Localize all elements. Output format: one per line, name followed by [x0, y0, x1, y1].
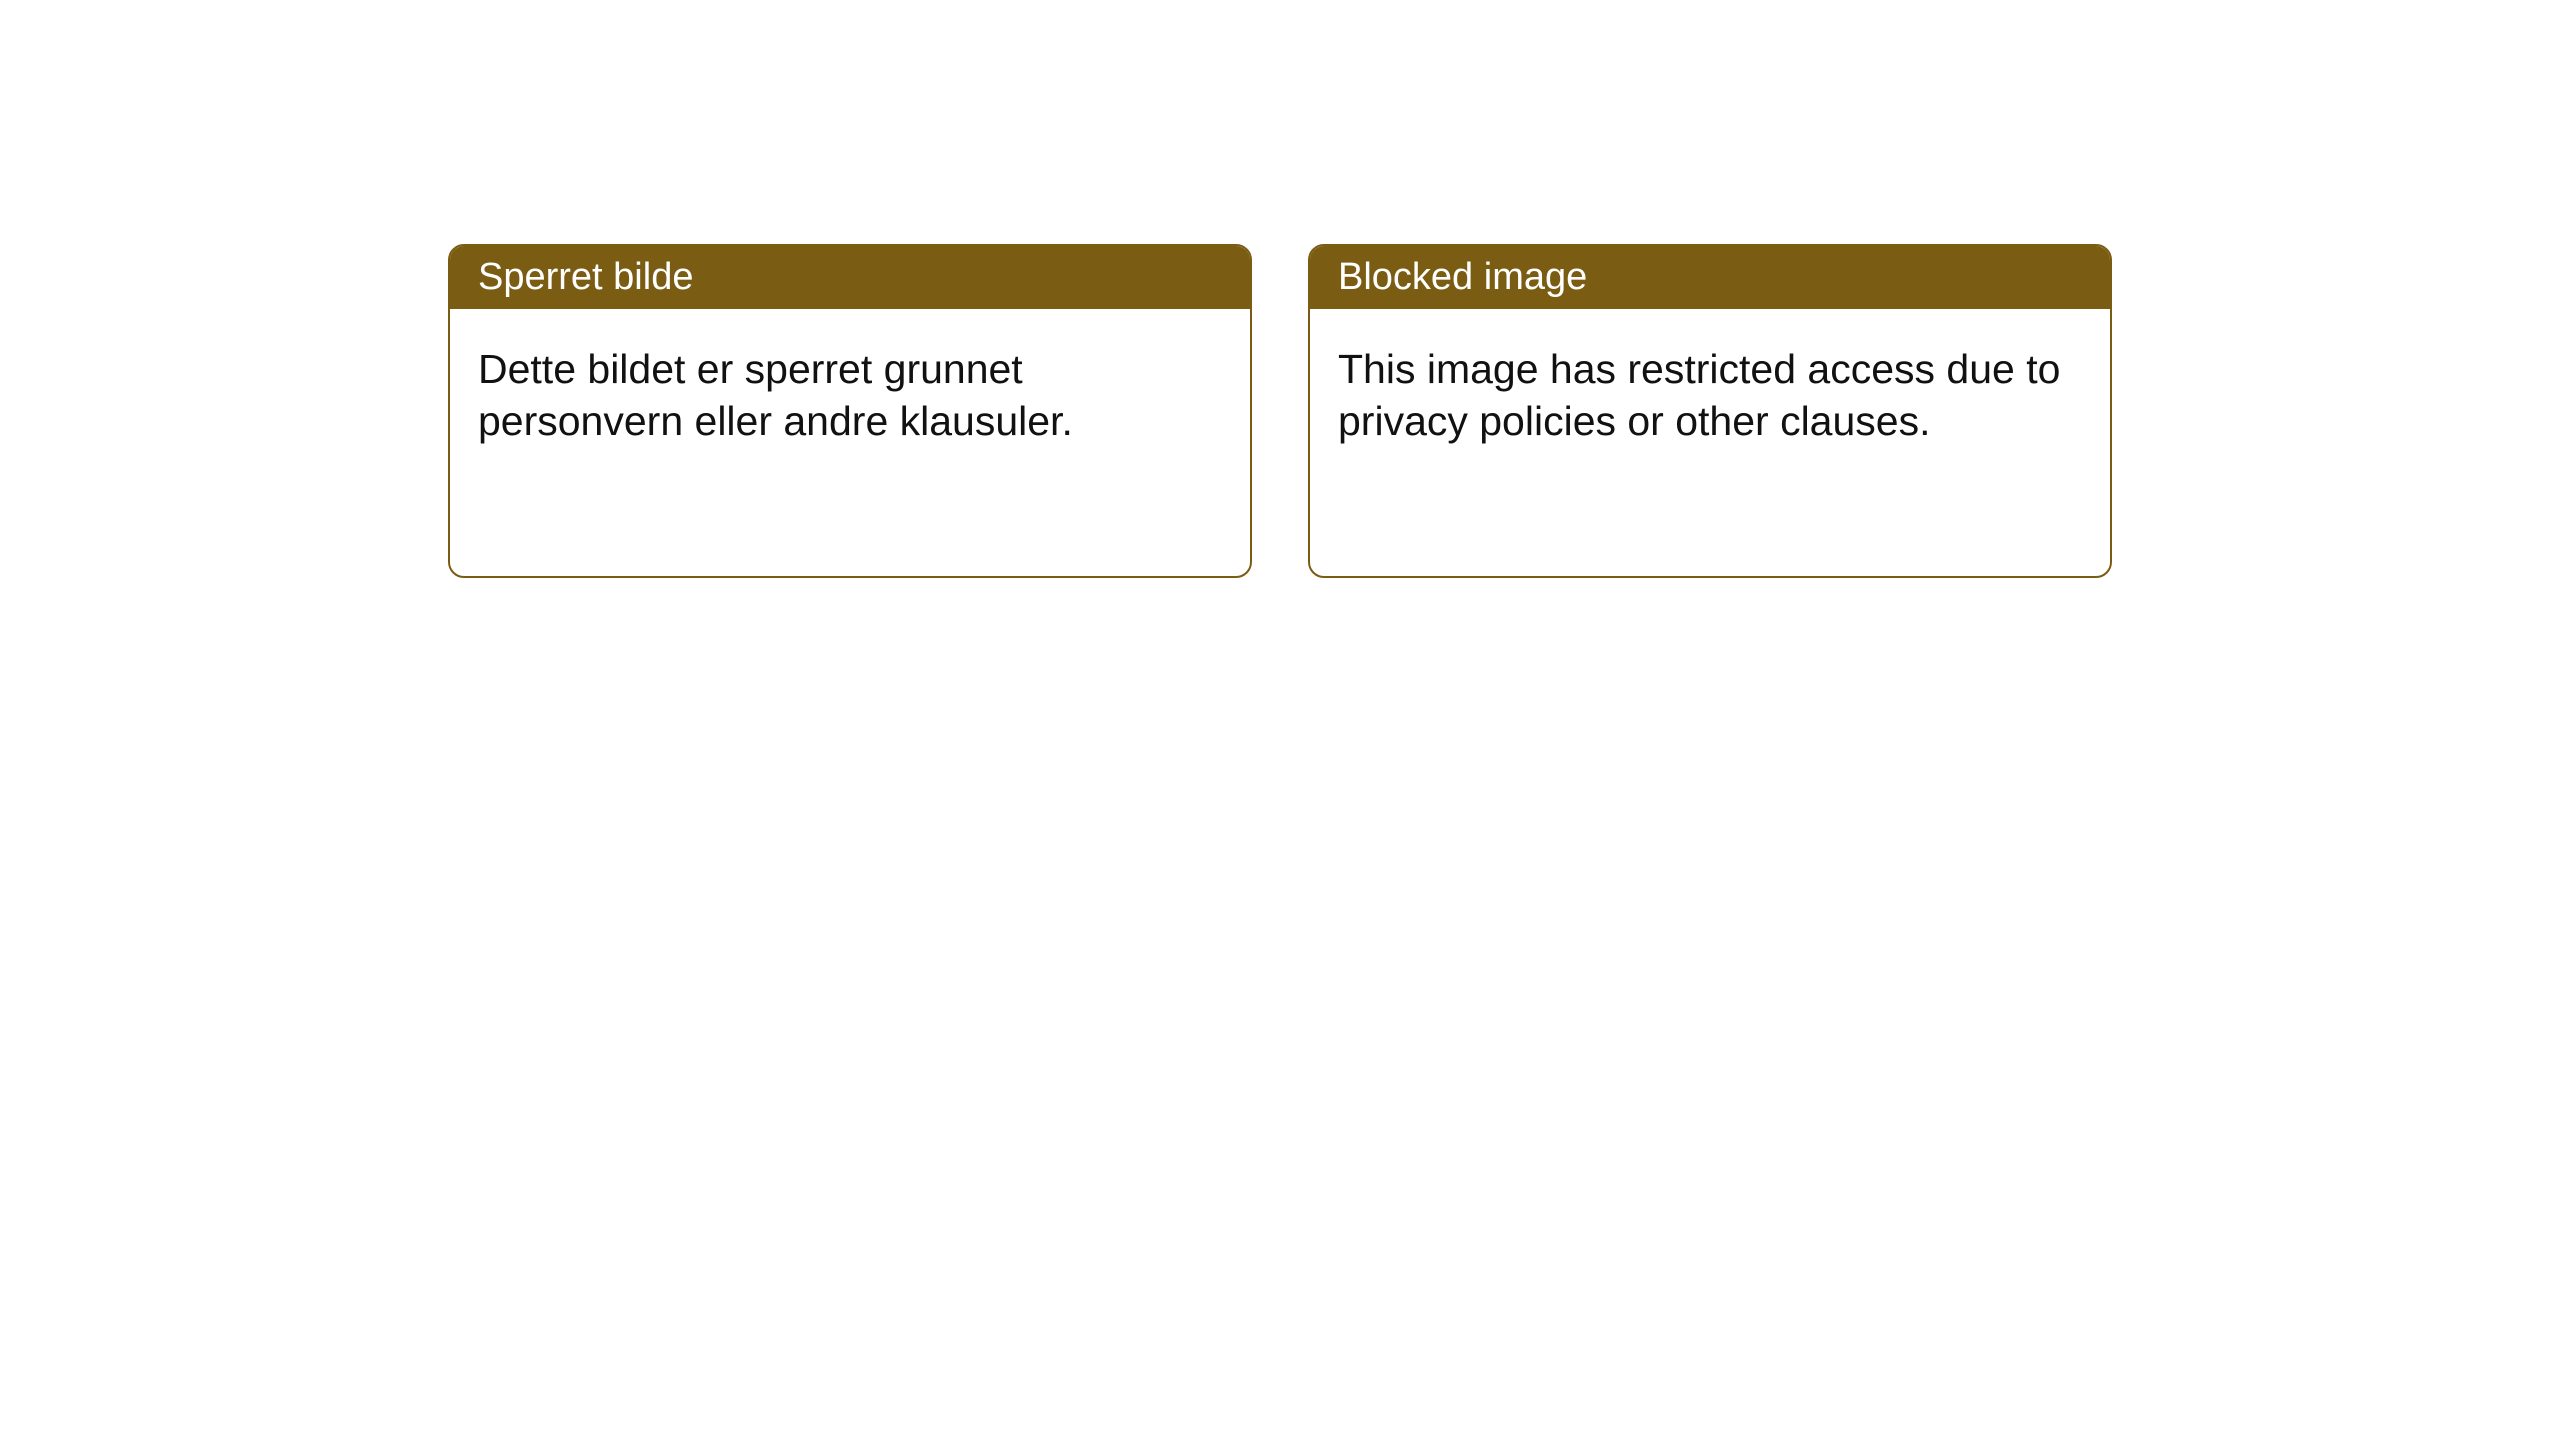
notice-card-header: Sperret bilde	[450, 246, 1250, 309]
notice-card-text: This image has restricted access due to …	[1338, 346, 2060, 444]
notice-card-title: Blocked image	[1338, 256, 1587, 298]
notice-card-english: Blocked image This image has restricted …	[1308, 244, 2112, 578]
notice-card-norwegian: Sperret bilde Dette bildet er sperret gr…	[448, 244, 1252, 578]
notice-card-body: This image has restricted access due to …	[1310, 309, 2110, 482]
notice-card-text: Dette bildet er sperret grunnet personve…	[478, 346, 1073, 444]
notice-card-title: Sperret bilde	[478, 256, 693, 298]
notice-card-header: Blocked image	[1310, 246, 2110, 309]
notice-card-body: Dette bildet er sperret grunnet personve…	[450, 309, 1250, 482]
notice-cards-container: Sperret bilde Dette bildet er sperret gr…	[448, 244, 2112, 578]
